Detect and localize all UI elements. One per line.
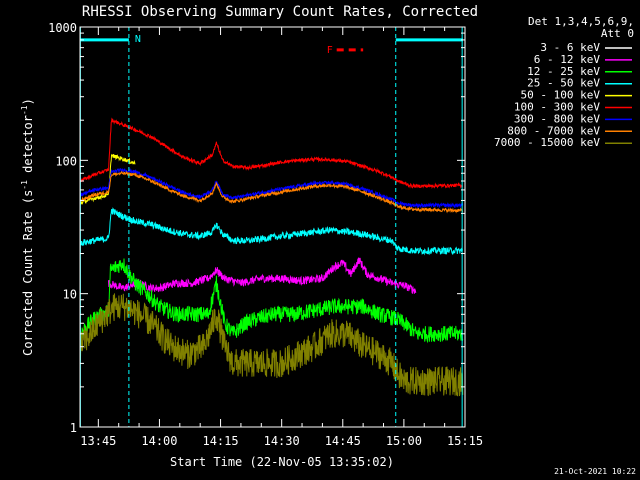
y-axis-label-mid: detector xyxy=(21,115,35,180)
footer-timestamp: 21-Oct-2021 10:22 xyxy=(554,467,636,476)
y-tick-label-3: 1000 xyxy=(48,21,77,35)
y-axis-label-sup2: -1 xyxy=(20,105,29,115)
y-axis-label-end: ) xyxy=(21,98,35,105)
x-tick-label-3: 14:30 xyxy=(264,434,300,448)
x-tick-label-6: 15:15 xyxy=(447,434,483,448)
y-axis-label: Corrected Count Rate (s-1 detector-1) xyxy=(20,98,35,356)
legend-label-8: 7000 - 15000 keV xyxy=(494,136,600,149)
legend-label-6: 300 - 800 keV xyxy=(514,112,600,125)
legend-label-4: 50 - 100 keV xyxy=(521,89,601,102)
legend-label-2: 12 - 25 keV xyxy=(527,65,600,78)
legend-label-0: 3 - 6 keV xyxy=(540,41,600,54)
legend-label-5: 100 - 300 keV xyxy=(514,101,600,114)
legend-header-line2: Att 0 xyxy=(601,27,634,40)
x-axis-label: Start Time (22-Nov-05 13:35:02) xyxy=(170,455,394,469)
y-tick-label-1: 10 xyxy=(63,288,77,302)
series-line-8 xyxy=(79,293,464,397)
series-line-7 xyxy=(79,170,464,214)
legend-label-7: 800 - 7000 keV xyxy=(507,124,600,137)
y-tick-label-0: 1 xyxy=(70,421,77,435)
x-tick-label-1: 14:00 xyxy=(141,434,177,448)
y-axis-label-main: Corrected Count Rate (s xyxy=(21,190,35,356)
legend-label-3: 25 - 50 keV xyxy=(527,77,600,90)
y-axis-label-sup1: -1 xyxy=(20,180,29,190)
legend-label-1: 6 - 12 keV xyxy=(534,53,601,66)
series-line-3 xyxy=(79,207,464,256)
series-line-2 xyxy=(79,258,464,344)
x-tick-label-5: 15:00 xyxy=(386,434,422,448)
flare-label: F xyxy=(327,45,333,56)
plot-frame xyxy=(79,26,466,428)
chart-title: RHESSI Observing Summary Count Rates, Co… xyxy=(82,4,478,20)
x-axis: 13:45 14:00 14:15 14:30 14:45 15:00 15:15 xyxy=(80,27,483,448)
series-line-1 xyxy=(108,257,417,295)
x-tick-label-4: 14:45 xyxy=(325,434,361,448)
series-line-5 xyxy=(79,117,464,190)
night-label: N xyxy=(135,34,141,45)
series-line-6 xyxy=(79,167,464,209)
x-tick-label-0: 13:45 xyxy=(80,434,116,448)
series-line-0 xyxy=(79,270,464,429)
x-tick-label-2: 14:15 xyxy=(202,434,238,448)
plot-series-group xyxy=(79,117,464,429)
y-axis: 1 10 100 1000 xyxy=(48,21,465,435)
y-tick-label-2: 100 xyxy=(55,154,77,168)
legend-header-line1: Det 1,3,4,5,6,9, xyxy=(528,15,634,28)
